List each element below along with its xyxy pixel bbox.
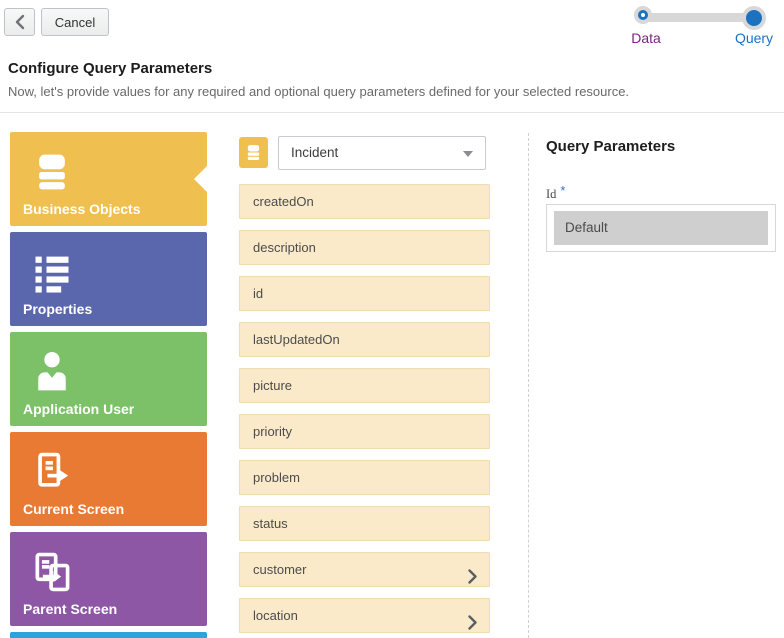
sidebar-tile-properties[interactable]: Properties (10, 232, 207, 326)
field-row-lastUpdatedOn[interactable]: lastUpdatedOn (239, 322, 490, 357)
field-label: description (253, 240, 316, 255)
param-label-text: Id (546, 187, 557, 201)
dropdown-caret-icon (463, 151, 473, 157)
field-label: picture (253, 378, 293, 393)
cancel-button[interactable]: Cancel (41, 8, 109, 36)
sidebar-tile-parent-screen[interactable]: Parent Screen (10, 532, 207, 626)
user-icon (30, 349, 74, 400)
selected-object-label: Incident (291, 145, 339, 160)
tile-label: Application User (23, 401, 135, 417)
field-row-priority[interactable]: priority (239, 414, 490, 449)
query-parameters-heading: Query Parameters (546, 138, 676, 155)
tile-label: Parent Screen (23, 601, 118, 617)
tile-label: Business Objects (23, 201, 141, 217)
list-icon (30, 249, 74, 300)
stepper-track (641, 13, 752, 22)
field-row-description[interactable]: description (239, 230, 490, 265)
param-id-input-container: Default (546, 204, 776, 252)
business-object-select[interactable]: Incident (278, 136, 486, 170)
back-button[interactable] (4, 8, 35, 36)
field-row-createdOn[interactable]: createdOn (239, 184, 490, 219)
page-title: Configure Query Parameters (8, 60, 213, 77)
required-asterisk: * (560, 183, 566, 198)
field-label: problem (253, 470, 300, 485)
page-subtitle: Now, let's provide values for any requir… (8, 84, 630, 99)
field-row-status[interactable]: status (239, 506, 490, 541)
tile-label: Current Screen (23, 501, 125, 517)
field-label: customer (253, 562, 307, 577)
field-row-id[interactable]: id (239, 276, 490, 311)
sidebar-tile-partial[interactable] (10, 632, 207, 638)
chevron-right-icon (468, 609, 477, 638)
step-label-query[interactable]: Query (734, 30, 774, 46)
field-label: lastUpdatedOn (253, 332, 340, 347)
sidebar-tile-business-objects[interactable]: Business Objects (10, 132, 207, 226)
field-row-problem[interactable]: problem (239, 460, 490, 495)
tile-label: Properties (23, 301, 93, 317)
field-label: createdOn (253, 194, 314, 209)
business-object-type-icon (239, 137, 268, 168)
database-icon (30, 149, 74, 200)
chevron-right-icon (468, 563, 477, 596)
header-divider (0, 112, 784, 113)
panel-divider (528, 133, 529, 638)
sidebar-tile-application-user[interactable]: Application User (10, 332, 207, 426)
sidebar-tile-current-screen[interactable]: Current Screen (10, 432, 207, 526)
screens-forward-icon (30, 549, 74, 600)
field-row-picture[interactable]: picture (239, 368, 490, 403)
step-circle-query[interactable] (746, 10, 762, 26)
field-row-location[interactable]: location (239, 598, 490, 633)
field-row-customer[interactable]: customer (239, 552, 490, 587)
param-id-label: Id * (546, 183, 566, 202)
field-label: priority (253, 424, 293, 439)
selected-tile-notch (194, 166, 207, 192)
field-label: status (253, 516, 288, 531)
param-id-input[interactable]: Default (554, 211, 768, 245)
step-circle-data[interactable] (638, 10, 648, 20)
field-label: location (253, 608, 298, 623)
field-label: id (253, 286, 264, 301)
step-label-data[interactable]: Data (631, 30, 661, 46)
chevron-left-icon (15, 14, 24, 30)
database-icon (247, 145, 260, 160)
screen-forward-icon (30, 449, 74, 500)
